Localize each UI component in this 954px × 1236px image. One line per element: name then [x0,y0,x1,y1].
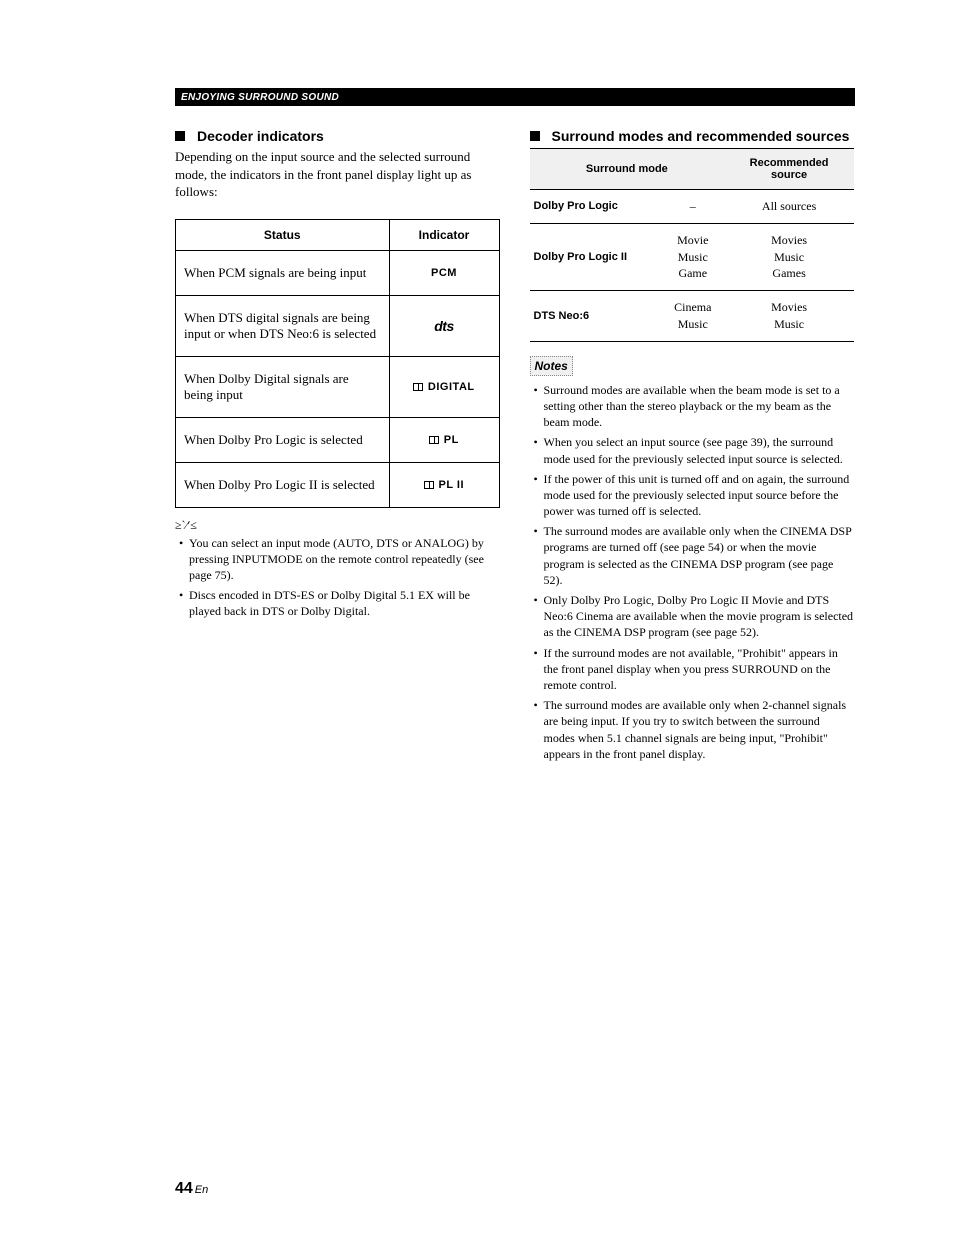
mode-cell: Dolby Pro Logic [530,190,662,224]
left-title-text: Decoder indicators [197,128,324,144]
indicator-cell: dts [389,295,499,356]
table-row: When PCM signals are being inputPCM [176,250,500,295]
indicator-cell: PL [389,417,499,462]
status-cell: When Dolby Pro Logic is selected [176,417,390,462]
indicator-cell: PL II [389,462,499,507]
table-header-indicator: Indicator [389,219,499,250]
section-header-bar: ENJOYING SURROUND SOUND [175,88,855,106]
list-item: When you select an input source (see pag… [534,434,855,466]
surround-modes-table: Surround mode Recommended source Dolby P… [530,148,855,342]
decoder-indicators-table: Status Indicator When PCM signals are be… [175,219,500,508]
list-item: The surround modes are available only wh… [534,697,855,762]
table-header-mode: Surround mode [530,149,725,190]
list-item: If the surround modes are not available,… [534,645,855,694]
table-row: When DTS digital signals are being input… [176,295,500,356]
right-section-title: Surround modes and recommended sources [530,128,855,144]
dolby-logo-icon [429,436,439,444]
table-row: Dolby Pro Logic–All sources [530,190,855,224]
mode-cell: DTS Neo:6 [530,291,662,342]
indicator-text: PL II [435,479,464,491]
recommended-cell: All sources [724,190,854,224]
tip-icon: ≥`∕′≤ [175,518,500,533]
table-row: DTS Neo:6CinemaMusicMoviesMusic [530,291,855,342]
sub-cell: MovieMusicGame [661,223,724,290]
sub-cell: – [661,190,724,224]
status-cell: When Dolby Digital signals are being inp… [176,356,390,417]
notes-list: Surround modes are available when the be… [530,382,855,762]
table-header-status: Status [176,219,390,250]
recommended-cell: MoviesMusic [724,291,854,342]
recommended-cell: MoviesMusicGames [724,223,854,290]
status-cell: When PCM signals are being input [176,250,390,295]
right-column: Surround modes and recommended sources S… [530,128,855,766]
right-title-text: Surround modes and recommended sources [552,128,850,144]
indicator-cell: PCM [389,250,499,295]
list-item: Surround modes are available when the be… [534,382,855,431]
tips-list: You can select an input mode (AUTO, DTS … [175,535,500,620]
square-bullet-icon [175,131,185,141]
page-number: 44En [175,1180,208,1198]
list-item: The surround modes are available only wh… [534,523,855,588]
table-row: When Dolby Pro Logic is selected PL [176,417,500,462]
list-item: Discs encoded in DTS-ES or Dolby Digital… [179,587,500,619]
table-row: Dolby Pro Logic IIMovieMusicGameMoviesMu… [530,223,855,290]
left-intro-text: Depending on the input source and the se… [175,148,500,201]
indicator-text: PL [440,434,459,446]
table-row: When Dolby Digital signals are being inp… [176,356,500,417]
page: ENJOYING SURROUND SOUND Decoder indicato… [0,0,954,806]
status-cell: When Dolby Pro Logic II is selected [176,462,390,507]
left-section-title: Decoder indicators [175,128,500,144]
list-item: If the power of this unit is turned off … [534,471,855,520]
dolby-logo-icon [424,481,434,489]
list-item: You can select an input mode (AUTO, DTS … [179,535,500,584]
list-item: Only Dolby Pro Logic, Dolby Pro Logic II… [534,592,855,641]
dts-logo: dts [434,318,454,334]
notes-label: Notes [530,356,573,376]
sub-cell: CinemaMusic [661,291,724,342]
indicator-text: DIGITAL [424,381,474,393]
table-row: When Dolby Pro Logic II is selected PL I… [176,462,500,507]
page-lang: En [195,1184,208,1196]
mode-cell: Dolby Pro Logic II [530,223,662,290]
status-cell: When DTS digital signals are being input… [176,295,390,356]
table-header-recommended: Recommended source [724,149,854,190]
dolby-logo-icon [413,383,423,391]
indicator-cell: DIGITAL [389,356,499,417]
square-bullet-icon [530,131,540,141]
page-number-value: 44 [175,1180,193,1197]
section-header-text: ENJOYING SURROUND SOUND [175,92,339,103]
two-column-layout: Decoder indicators Depending on the inpu… [175,128,854,766]
left-column: Decoder indicators Depending on the inpu… [175,128,500,766]
